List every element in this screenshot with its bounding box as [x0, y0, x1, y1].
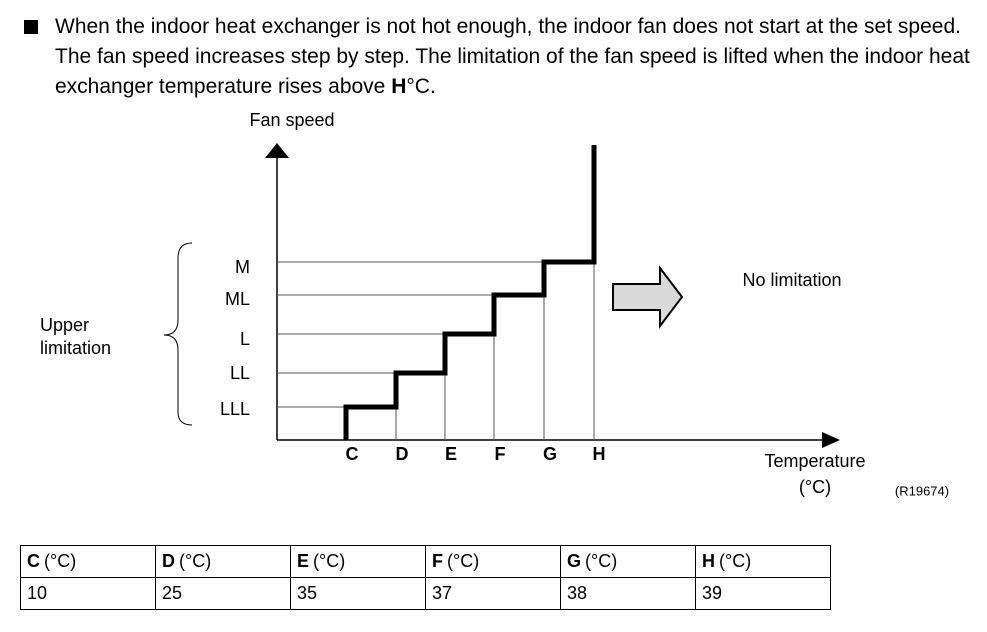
brace-label: Upper	[40, 315, 89, 335]
paragraph-text: When the indoor heat exchanger is not ho…	[55, 15, 970, 98]
value-row: 10 25 35 37 38 39	[20, 577, 831, 610]
header-cell: G (°C)	[560, 545, 696, 578]
header-cell: H (°C)	[695, 545, 831, 578]
header-cell: C (°C)	[20, 545, 156, 578]
level-label: LL	[230, 363, 250, 383]
header-unit: (°C)	[585, 551, 618, 571]
guide-lines	[277, 261, 595, 440]
header-unit: (°C)	[179, 551, 212, 571]
value-cell: 10	[20, 577, 156, 610]
emphasis: H	[391, 75, 407, 98]
level-label: M	[235, 257, 250, 277]
x-point: C	[346, 444, 359, 464]
header-letter: G	[567, 551, 582, 571]
y-label: Fan speed	[249, 110, 334, 130]
brace	[163, 242, 193, 426]
value-cell: 37	[425, 577, 561, 610]
header-unit: (°C)	[719, 551, 752, 571]
x-label: Temperature	[764, 451, 865, 471]
value-cell: 38	[560, 577, 696, 610]
level-label: LLL	[220, 399, 250, 419]
header-letter: C	[27, 551, 40, 571]
block-arrow	[612, 265, 684, 329]
step-line	[343, 145, 597, 440]
paragraph: When the indoor heat exchanger is not ho…	[55, 12, 970, 102]
value-cell: 25	[155, 577, 291, 610]
x-unit: (°C)	[799, 477, 831, 497]
reference: (R19674)	[895, 483, 949, 498]
x-points: C D E F G H	[346, 444, 606, 464]
header-letter: H	[702, 551, 715, 571]
axes	[276, 158, 825, 441]
value-cell: 39	[695, 577, 831, 610]
x-point: D	[396, 444, 409, 464]
header-unit: (°C)	[44, 551, 77, 571]
diagram: Fan speed M ML L LL LLL Upper limitation…	[40, 110, 949, 499]
suffix: °C.	[406, 75, 436, 98]
x-point: G	[543, 444, 557, 464]
level-label: L	[240, 329, 250, 349]
x-point: F	[495, 444, 506, 464]
bullet	[24, 20, 38, 34]
header-cell: F (°C)	[425, 545, 561, 578]
header-cell: E (°C)	[290, 545, 426, 578]
y-arrow	[265, 143, 289, 158]
header-letter: D	[162, 551, 175, 571]
header-letter: F	[432, 551, 443, 571]
x-arrow	[822, 432, 840, 448]
header-unit: (°C)	[313, 551, 346, 571]
header-row: C (°C) D (°C) E (°C) F (°C) G (°C) H (°C)	[20, 545, 831, 578]
value-cell: 35	[290, 577, 426, 610]
table: C (°C) D (°C) E (°C) F (°C) G (°C) H (°C) 10 2…	[20, 545, 831, 610]
header-unit: (°C)	[447, 551, 480, 571]
level-label: ML	[225, 289, 250, 309]
brace-label: limitation	[40, 338, 111, 358]
no-limitation: No limitation	[742, 270, 841, 290]
header-cell: D (°C)	[155, 545, 291, 578]
x-point: H	[593, 444, 606, 464]
x-point: E	[445, 444, 457, 464]
header-letter: E	[297, 551, 310, 571]
